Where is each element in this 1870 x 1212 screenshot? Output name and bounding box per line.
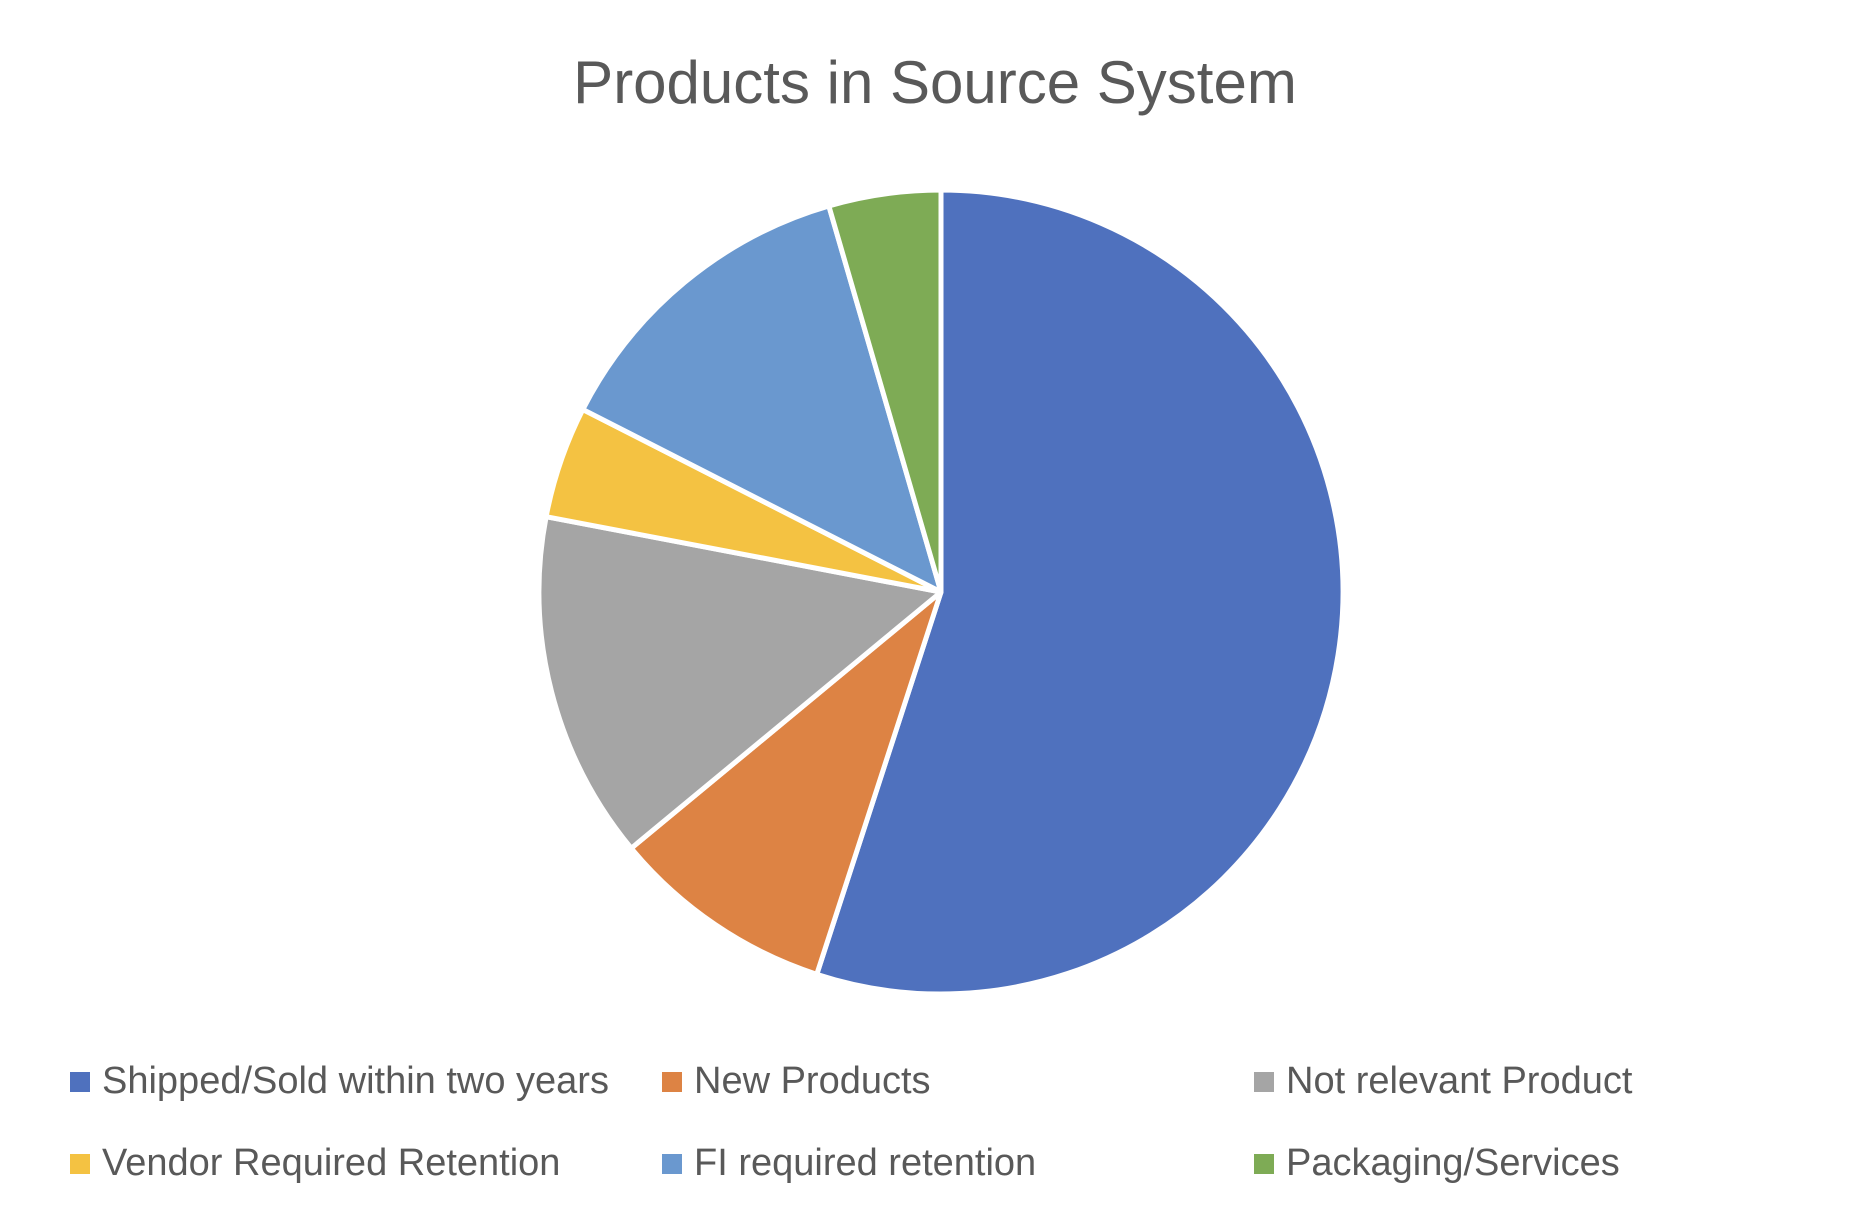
pie-slice-packaging-services bbox=[826, 187, 944, 595]
pie-slice-shipped-sold bbox=[814, 187, 1346, 997]
pie-slice-fi-required-retention bbox=[580, 203, 944, 595]
pie-slice-new-products bbox=[628, 589, 944, 977]
chart-title: Products in Source System bbox=[573, 49, 1297, 116]
pie-slice-not-relevant-product bbox=[536, 514, 944, 851]
